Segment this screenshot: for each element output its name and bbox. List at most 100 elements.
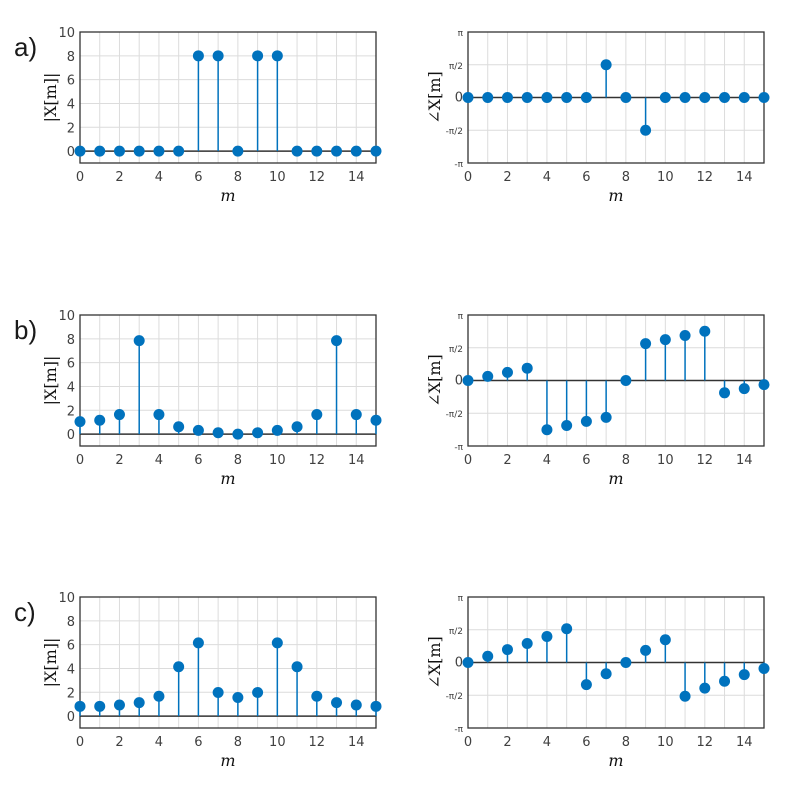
- x-tick-label: 8: [622, 170, 630, 185]
- y-tick-label: 4: [67, 380, 75, 395]
- stem-marker: [738, 383, 750, 395]
- stem-marker: [738, 92, 750, 103]
- x-axis-label: m: [220, 751, 235, 770]
- stem-marker: [482, 370, 494, 382]
- stem-marker: [173, 421, 185, 433]
- stem-marker: [758, 379, 770, 391]
- stem-marker: [600, 668, 612, 680]
- x-tick-label: 0: [464, 735, 472, 750]
- stem-marker: [311, 145, 323, 157]
- stem-marker: [153, 409, 165, 421]
- stem-marker: [113, 409, 125, 421]
- y-tick-label: π: [458, 29, 464, 39]
- y-tick-label: -π: [454, 160, 463, 170]
- y-tick-label: 0: [455, 656, 463, 671]
- x-axis-label: m: [608, 469, 623, 488]
- x-axis-label: m: [220, 186, 235, 205]
- stem-marker: [521, 362, 533, 374]
- stem-chart-3-magnitude: 0 2 4 6 8 10 12 14 0 2 4 6 8 10 m |X[m]|: [41, 591, 382, 770]
- y-tick-label: 6: [67, 639, 75, 654]
- stem-marker: [758, 92, 770, 103]
- stem-marker: [580, 92, 592, 103]
- y-axis-label: |X[m]|: [41, 73, 60, 123]
- stem-marker: [331, 335, 343, 347]
- y-tick-label: π/2: [449, 62, 463, 72]
- stem-marker: [252, 687, 264, 699]
- x-tick-label: 6: [582, 170, 590, 185]
- stem-marker: [620, 375, 632, 386]
- stem-marker: [561, 623, 573, 635]
- stem-marker: [462, 92, 474, 103]
- y-axis-label: ∠X[m]: [425, 71, 444, 123]
- stem-marker: [331, 697, 343, 709]
- x-tick-label: 2: [115, 735, 123, 750]
- stem-marker: [541, 424, 553, 436]
- x-tick-label: 14: [348, 735, 365, 750]
- stem-marker: [192, 50, 204, 62]
- y-tick-label: 8: [67, 50, 75, 65]
- stem-marker: [640, 644, 652, 656]
- x-tick-label: 12: [697, 453, 714, 468]
- x-tick-label: 4: [543, 735, 551, 750]
- stem-marker: [94, 700, 106, 712]
- y-tick-label: -π/2: [446, 410, 463, 420]
- stem-marker: [699, 92, 711, 103]
- stem-marker: [719, 387, 731, 399]
- stem-marker: [173, 661, 185, 673]
- stem-marker: [212, 687, 224, 699]
- y-tick-label: 0: [455, 91, 463, 106]
- stem-marker: [74, 700, 86, 712]
- x-tick-label: 14: [736, 735, 753, 750]
- panel-label: b): [14, 315, 37, 345]
- x-axis-label: m: [220, 469, 235, 488]
- x-tick-label: 6: [194, 735, 202, 750]
- stem-marker: [153, 145, 165, 157]
- stem-marker: [350, 145, 362, 157]
- x-tick-label: 0: [76, 170, 84, 185]
- stem-marker: [561, 420, 573, 432]
- stem-marker: [212, 427, 224, 439]
- y-tick-label: π: [458, 594, 464, 604]
- x-tick-label: 2: [115, 453, 123, 468]
- y-tick-label: 6: [67, 357, 75, 372]
- plot-area: [80, 32, 376, 163]
- y-tick-label: 2: [67, 404, 75, 419]
- x-tick-label: 4: [543, 453, 551, 468]
- x-tick-label: 12: [309, 170, 326, 185]
- x-tick-label: 14: [348, 453, 365, 468]
- axes-box: [79, 31, 377, 164]
- stem-marker: [600, 411, 612, 423]
- plot-area: [80, 315, 376, 446]
- x-tick-label: 10: [269, 735, 286, 750]
- stem-marker: [74, 416, 86, 428]
- x-tick-label: 8: [234, 735, 242, 750]
- x-tick-label: 10: [657, 170, 674, 185]
- stem-chart-3-phase: 0 2 4 6 8 10 12 14 -π -π/2 0 π/2 π m ∠X[m]: [425, 594, 770, 770]
- stem-marker: [331, 145, 343, 157]
- stem-marker: [271, 637, 283, 649]
- x-tick-label: 12: [309, 453, 326, 468]
- stem-marker: [113, 699, 125, 711]
- stem-marker: [699, 325, 711, 337]
- y-tick-label: 2: [67, 121, 75, 136]
- x-tick-label: 14: [348, 170, 365, 185]
- x-tick-label: 8: [622, 735, 630, 750]
- stem-marker: [679, 329, 691, 341]
- x-tick-label: 12: [697, 735, 714, 750]
- x-tick-label: 2: [503, 735, 511, 750]
- plot-area: [80, 597, 376, 728]
- stem-marker: [659, 634, 671, 646]
- stem-marker: [133, 145, 145, 157]
- stem-chart-1-phase: 0 2 4 6 8 10 12 14 -π -π/2 0 π/2 π m ∠X[m]: [425, 29, 770, 205]
- stem-marker: [659, 334, 671, 346]
- x-tick-label: 4: [155, 453, 163, 468]
- y-tick-label: 4: [67, 97, 75, 112]
- stem-marker: [580, 679, 592, 691]
- stem-marker: [462, 375, 474, 386]
- stem-marker: [600, 59, 612, 71]
- stem-marker: [541, 630, 553, 642]
- y-axis-label: |X[m]|: [41, 356, 60, 406]
- x-tick-label: 2: [503, 453, 511, 468]
- x-tick-label: 0: [464, 453, 472, 468]
- x-tick-label: 12: [309, 735, 326, 750]
